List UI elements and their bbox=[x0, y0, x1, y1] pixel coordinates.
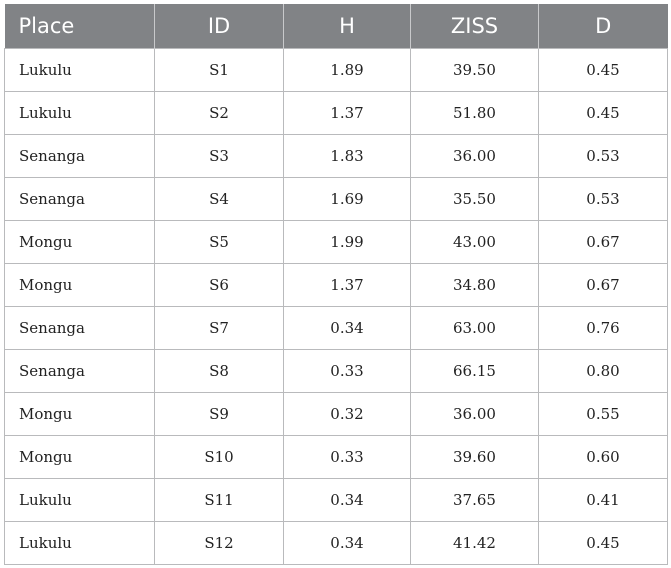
cell-h: 0.33 bbox=[283, 349, 411, 393]
cell-place: Mongu bbox=[4, 435, 155, 479]
cell-place: Lukulu bbox=[4, 521, 155, 565]
cell-ziss: 43.00 bbox=[410, 220, 539, 264]
cell-d: 0.60 bbox=[538, 435, 668, 479]
table-row: Lukulu S1 1.89 39.50 0.45 bbox=[4, 48, 668, 92]
cell-h: 1.37 bbox=[283, 91, 411, 135]
cell-place: Mongu bbox=[4, 263, 155, 307]
cell-place: Senanga bbox=[4, 134, 155, 178]
cell-place: Lukulu bbox=[4, 478, 155, 522]
cell-place: Senanga bbox=[4, 349, 155, 393]
cell-place: Lukulu bbox=[4, 91, 155, 135]
cell-id: S7 bbox=[154, 306, 284, 350]
table-row: Lukulu S2 1.37 51.80 0.45 bbox=[4, 91, 668, 135]
cell-ziss: 34.80 bbox=[410, 263, 539, 307]
cell-d: 0.53 bbox=[538, 177, 668, 221]
cell-id: S1 bbox=[154, 48, 284, 92]
cell-h: 1.83 bbox=[283, 134, 411, 178]
cell-id: S2 bbox=[154, 91, 284, 135]
table-row: Senanga S8 0.33 66.15 0.80 bbox=[4, 349, 668, 393]
cell-h: 0.32 bbox=[283, 392, 411, 436]
column-header-place: Place bbox=[4, 4, 155, 49]
cell-h: 1.99 bbox=[283, 220, 411, 264]
cell-ziss: 36.00 bbox=[410, 392, 539, 436]
cell-d: 0.45 bbox=[538, 91, 668, 135]
cell-d: 0.67 bbox=[538, 263, 668, 307]
cell-ziss: 39.60 bbox=[410, 435, 539, 479]
cell-ziss: 63.00 bbox=[410, 306, 539, 350]
cell-d: 0.67 bbox=[538, 220, 668, 264]
table-header: Place ID H ZISS D bbox=[4, 4, 668, 49]
cell-d: 0.53 bbox=[538, 134, 668, 178]
cell-id: S5 bbox=[154, 220, 284, 264]
table-row: Lukulu S12 0.34 41.42 0.45 bbox=[4, 521, 668, 565]
cell-d: 0.76 bbox=[538, 306, 668, 350]
column-header-id: ID bbox=[154, 4, 284, 49]
cell-d: 0.45 bbox=[538, 521, 668, 565]
cell-d: 0.45 bbox=[538, 48, 668, 92]
cell-ziss: 39.50 bbox=[410, 48, 539, 92]
data-table-container: Place ID H ZISS D Lukulu S1 1.89 39.50 0.45 L… bbox=[4, 4, 668, 565]
cell-h: 0.33 bbox=[283, 435, 411, 479]
cell-place: Mongu bbox=[4, 220, 155, 264]
cell-d: 0.55 bbox=[538, 392, 668, 436]
cell-h: 0.34 bbox=[283, 478, 411, 522]
column-header-d: D bbox=[538, 4, 668, 49]
cell-ziss: 37.65 bbox=[410, 478, 539, 522]
cell-id: S9 bbox=[154, 392, 284, 436]
table-row: Lukulu S11 0.34 37.65 0.41 bbox=[4, 478, 668, 522]
cell-h: 1.69 bbox=[283, 177, 411, 221]
header-row: Place ID H ZISS D bbox=[4, 4, 668, 49]
cell-ziss: 35.50 bbox=[410, 177, 539, 221]
cell-id: S8 bbox=[154, 349, 284, 393]
cell-h: 1.37 bbox=[283, 263, 411, 307]
column-header-ziss: ZISS bbox=[410, 4, 539, 49]
cell-place: Lukulu bbox=[4, 48, 155, 92]
table-row: Mongu S6 1.37 34.80 0.67 bbox=[4, 263, 668, 307]
cell-h: 0.34 bbox=[283, 306, 411, 350]
cell-id: S11 bbox=[154, 478, 284, 522]
table-row: Senanga S7 0.34 63.00 0.76 bbox=[4, 306, 668, 350]
cell-ziss: 36.00 bbox=[410, 134, 539, 178]
cell-place: Mongu bbox=[4, 392, 155, 436]
cell-id: S6 bbox=[154, 263, 284, 307]
table-body: Lukulu S1 1.89 39.50 0.45 Lukulu S2 1.37 51.80 0.… bbox=[4, 48, 668, 565]
cell-ziss: 66.15 bbox=[410, 349, 539, 393]
cell-id: S3 bbox=[154, 134, 284, 178]
cell-d: 0.80 bbox=[538, 349, 668, 393]
cell-h: 0.34 bbox=[283, 521, 411, 565]
cell-h: 1.89 bbox=[283, 48, 411, 92]
cell-ziss: 51.80 bbox=[410, 91, 539, 135]
cell-id: S4 bbox=[154, 177, 284, 221]
cell-place: Senanga bbox=[4, 306, 155, 350]
column-header-h: H bbox=[283, 4, 411, 49]
cell-ziss: 41.42 bbox=[410, 521, 539, 565]
cell-d: 0.41 bbox=[538, 478, 668, 522]
table-row: Senanga S4 1.69 35.50 0.53 bbox=[4, 177, 668, 221]
table-row: Senanga S3 1.83 36.00 0.53 bbox=[4, 134, 668, 178]
table-row: Mongu S5 1.99 43.00 0.67 bbox=[4, 220, 668, 264]
cell-place: Senanga bbox=[4, 177, 155, 221]
cell-id: S10 bbox=[154, 435, 284, 479]
table-row: Mongu S9 0.32 36.00 0.55 bbox=[4, 392, 668, 436]
cell-id: S12 bbox=[154, 521, 284, 565]
data-table: Place ID H ZISS D Lukulu S1 1.89 39.50 0.45 L… bbox=[4, 4, 668, 565]
table-row: Mongu S10 0.33 39.60 0.60 bbox=[4, 435, 668, 479]
